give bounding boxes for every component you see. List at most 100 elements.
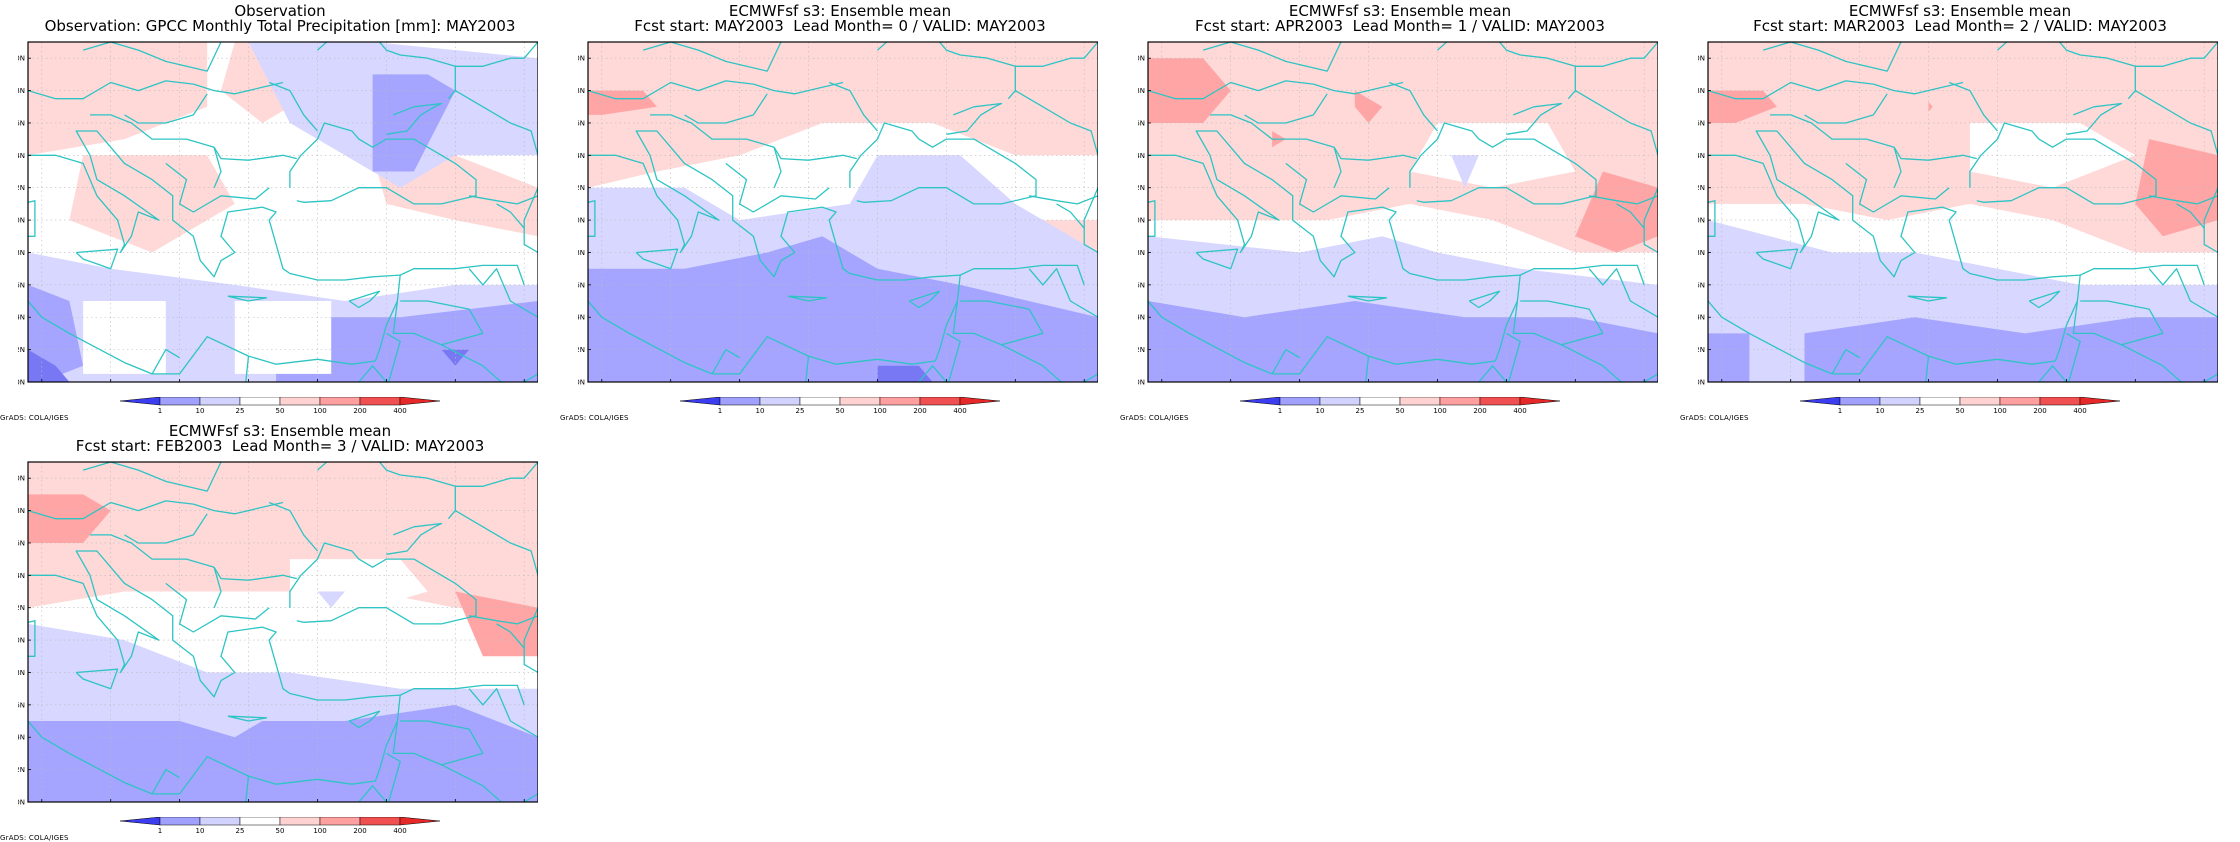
lat-tick-label: 30N (578, 379, 585, 386)
colorbar-segment (119, 397, 161, 406)
lat-tick-label: 34N (578, 314, 585, 322)
colorbar-label: 400 (393, 407, 406, 415)
coastline (2072, 300, 2164, 346)
coastline (2203, 187, 2218, 254)
colorbar-segment (879, 397, 921, 406)
colorbar-label: 200 (353, 827, 366, 835)
colorbar-label: 50 (276, 827, 285, 835)
colorbar-label: 1 (1838, 407, 1842, 415)
coastline (650, 114, 857, 161)
lat-tick-label: 36N (578, 281, 585, 289)
coastline (441, 764, 538, 802)
anomaly-region (28, 42, 208, 156)
coastline (1244, 93, 1328, 124)
precip-map: 30N32N34N36N38N40N42N44N46N48N50N10E15E2… (1138, 41, 1658, 385)
coastline (213, 567, 222, 608)
lat-tick-label: 48N (578, 87, 585, 95)
colorbar-segment (1959, 397, 2001, 406)
coastline (946, 102, 1003, 135)
map-frame (27, 461, 538, 803)
map-panel-lead2: ECMWFsf s3: Ensemble mean Fcst start: MA… (1680, 0, 2240, 422)
coastline (1762, 42, 1902, 72)
lat-tick-label: 36N (18, 701, 25, 709)
anomaly-region (1804, 317, 2218, 382)
coastline (1643, 187, 1658, 254)
lat-tick-label: 44N (578, 152, 585, 160)
coastline (1831, 348, 1860, 375)
coastline (908, 290, 941, 309)
colorbar-label: 200 (2033, 407, 2046, 415)
colorbar-segment (1879, 397, 1921, 406)
coastline (289, 122, 477, 205)
panel-title: ECMWFsf s3: Ensemble mean (1288, 2, 1512, 20)
lat-tick-label: 40N (1698, 217, 1705, 225)
coastline (1969, 122, 2157, 205)
anomaly-region (69, 155, 235, 253)
lat-tick-label: 48N (1698, 87, 1705, 95)
lat-tick-label: 46N (1138, 119, 1145, 127)
coastline (1083, 187, 1098, 254)
colorbar-segment (1439, 397, 1481, 406)
lat-tick-label: 36N (1698, 281, 1705, 289)
coastline (1271, 348, 1300, 375)
coastline (1948, 81, 1998, 132)
panel-title: ECMWFsf s3: Ensemble mean (728, 2, 952, 20)
lat-tick-label: 32N (18, 766, 25, 774)
lat-tick-label: 34N (1698, 314, 1705, 322)
colorbar-segment (159, 817, 201, 826)
lat-tick-label: 36N (18, 281, 25, 289)
colorbar-label: 50 (1396, 407, 1405, 415)
colorbar-segment (1279, 397, 1321, 406)
colorbar-label: 10 (196, 407, 205, 415)
coastline (227, 295, 268, 302)
grads-credit: GrADS: COLA/IGES (0, 414, 69, 422)
coastline (28, 500, 284, 520)
precip-map: 30N32N34N36N38N40N42N44N46N48N50N10E15E2… (578, 41, 1098, 386)
coastline (1845, 162, 1950, 213)
colorbar-label: 100 (873, 407, 886, 415)
anomaly-region (317, 591, 345, 608)
precip-map: 30N32N34N36N38N40N42N44N46N48N50N10E15E2… (18, 461, 538, 805)
coastline (877, 42, 1016, 100)
coastline (496, 623, 525, 649)
coastline (1285, 162, 1390, 213)
coastline (1409, 122, 1597, 205)
colorbar-segment (1999, 397, 2041, 406)
coastline (28, 550, 401, 795)
anomaly-region (588, 42, 1098, 188)
colorbar-segment (959, 397, 1001, 406)
coastline (1893, 147, 1902, 188)
lat-tick-label: 38N (1138, 249, 1145, 257)
colorbar-segment (1519, 397, 1561, 406)
anomaly-region (28, 349, 70, 382)
coastline (2148, 268, 2218, 318)
colorbar-segment (759, 397, 801, 406)
coastline (805, 356, 810, 382)
coastline (82, 462, 222, 492)
anomaly-region (1928, 101, 1933, 112)
map-frame (27, 41, 538, 383)
lat-tick-label: 40N (578, 217, 585, 225)
coastline (1195, 248, 1239, 270)
anomaly-region (1148, 42, 1658, 253)
colorbar-label: 25 (1916, 407, 1925, 415)
coastline (1365, 356, 1370, 382)
panel-title: ECMWFsf s3: Ensemble mean (168, 422, 392, 440)
lat-tick-label: 46N (1698, 119, 1705, 127)
colorbar-label: 200 (353, 407, 366, 415)
coastline (1755, 248, 1799, 270)
colorbar-segment (1399, 397, 1441, 406)
coastline (455, 42, 538, 67)
colorbar-segment (2079, 397, 2121, 406)
coastline (523, 607, 538, 674)
panel-subtitle: Fcst start: FEB2003 Lead Month= 3 / VALI… (75, 437, 485, 455)
coastline (2079, 264, 2205, 286)
precip-map: 30N32N34N36N38N40N42N44N46N48N50N10E15E2… (1698, 41, 2218, 385)
lat-tick-label: 48N (1138, 87, 1145, 95)
coastline (1708, 130, 2081, 375)
map-panel-lead1: ECMWFsf s3: Ensemble mean Fcst start: AP… (1120, 0, 1680, 422)
coastline (165, 162, 270, 213)
colorbar: 1 10 25 50 100 200 400 (119, 397, 441, 415)
lat-tick-label: 42N (1138, 184, 1145, 192)
colorbar-segment (679, 397, 721, 406)
